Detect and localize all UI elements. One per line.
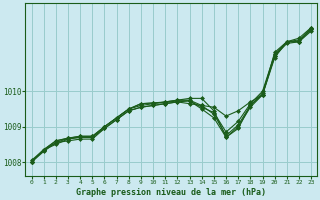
X-axis label: Graphe pression niveau de la mer (hPa): Graphe pression niveau de la mer (hPa) <box>76 188 266 197</box>
